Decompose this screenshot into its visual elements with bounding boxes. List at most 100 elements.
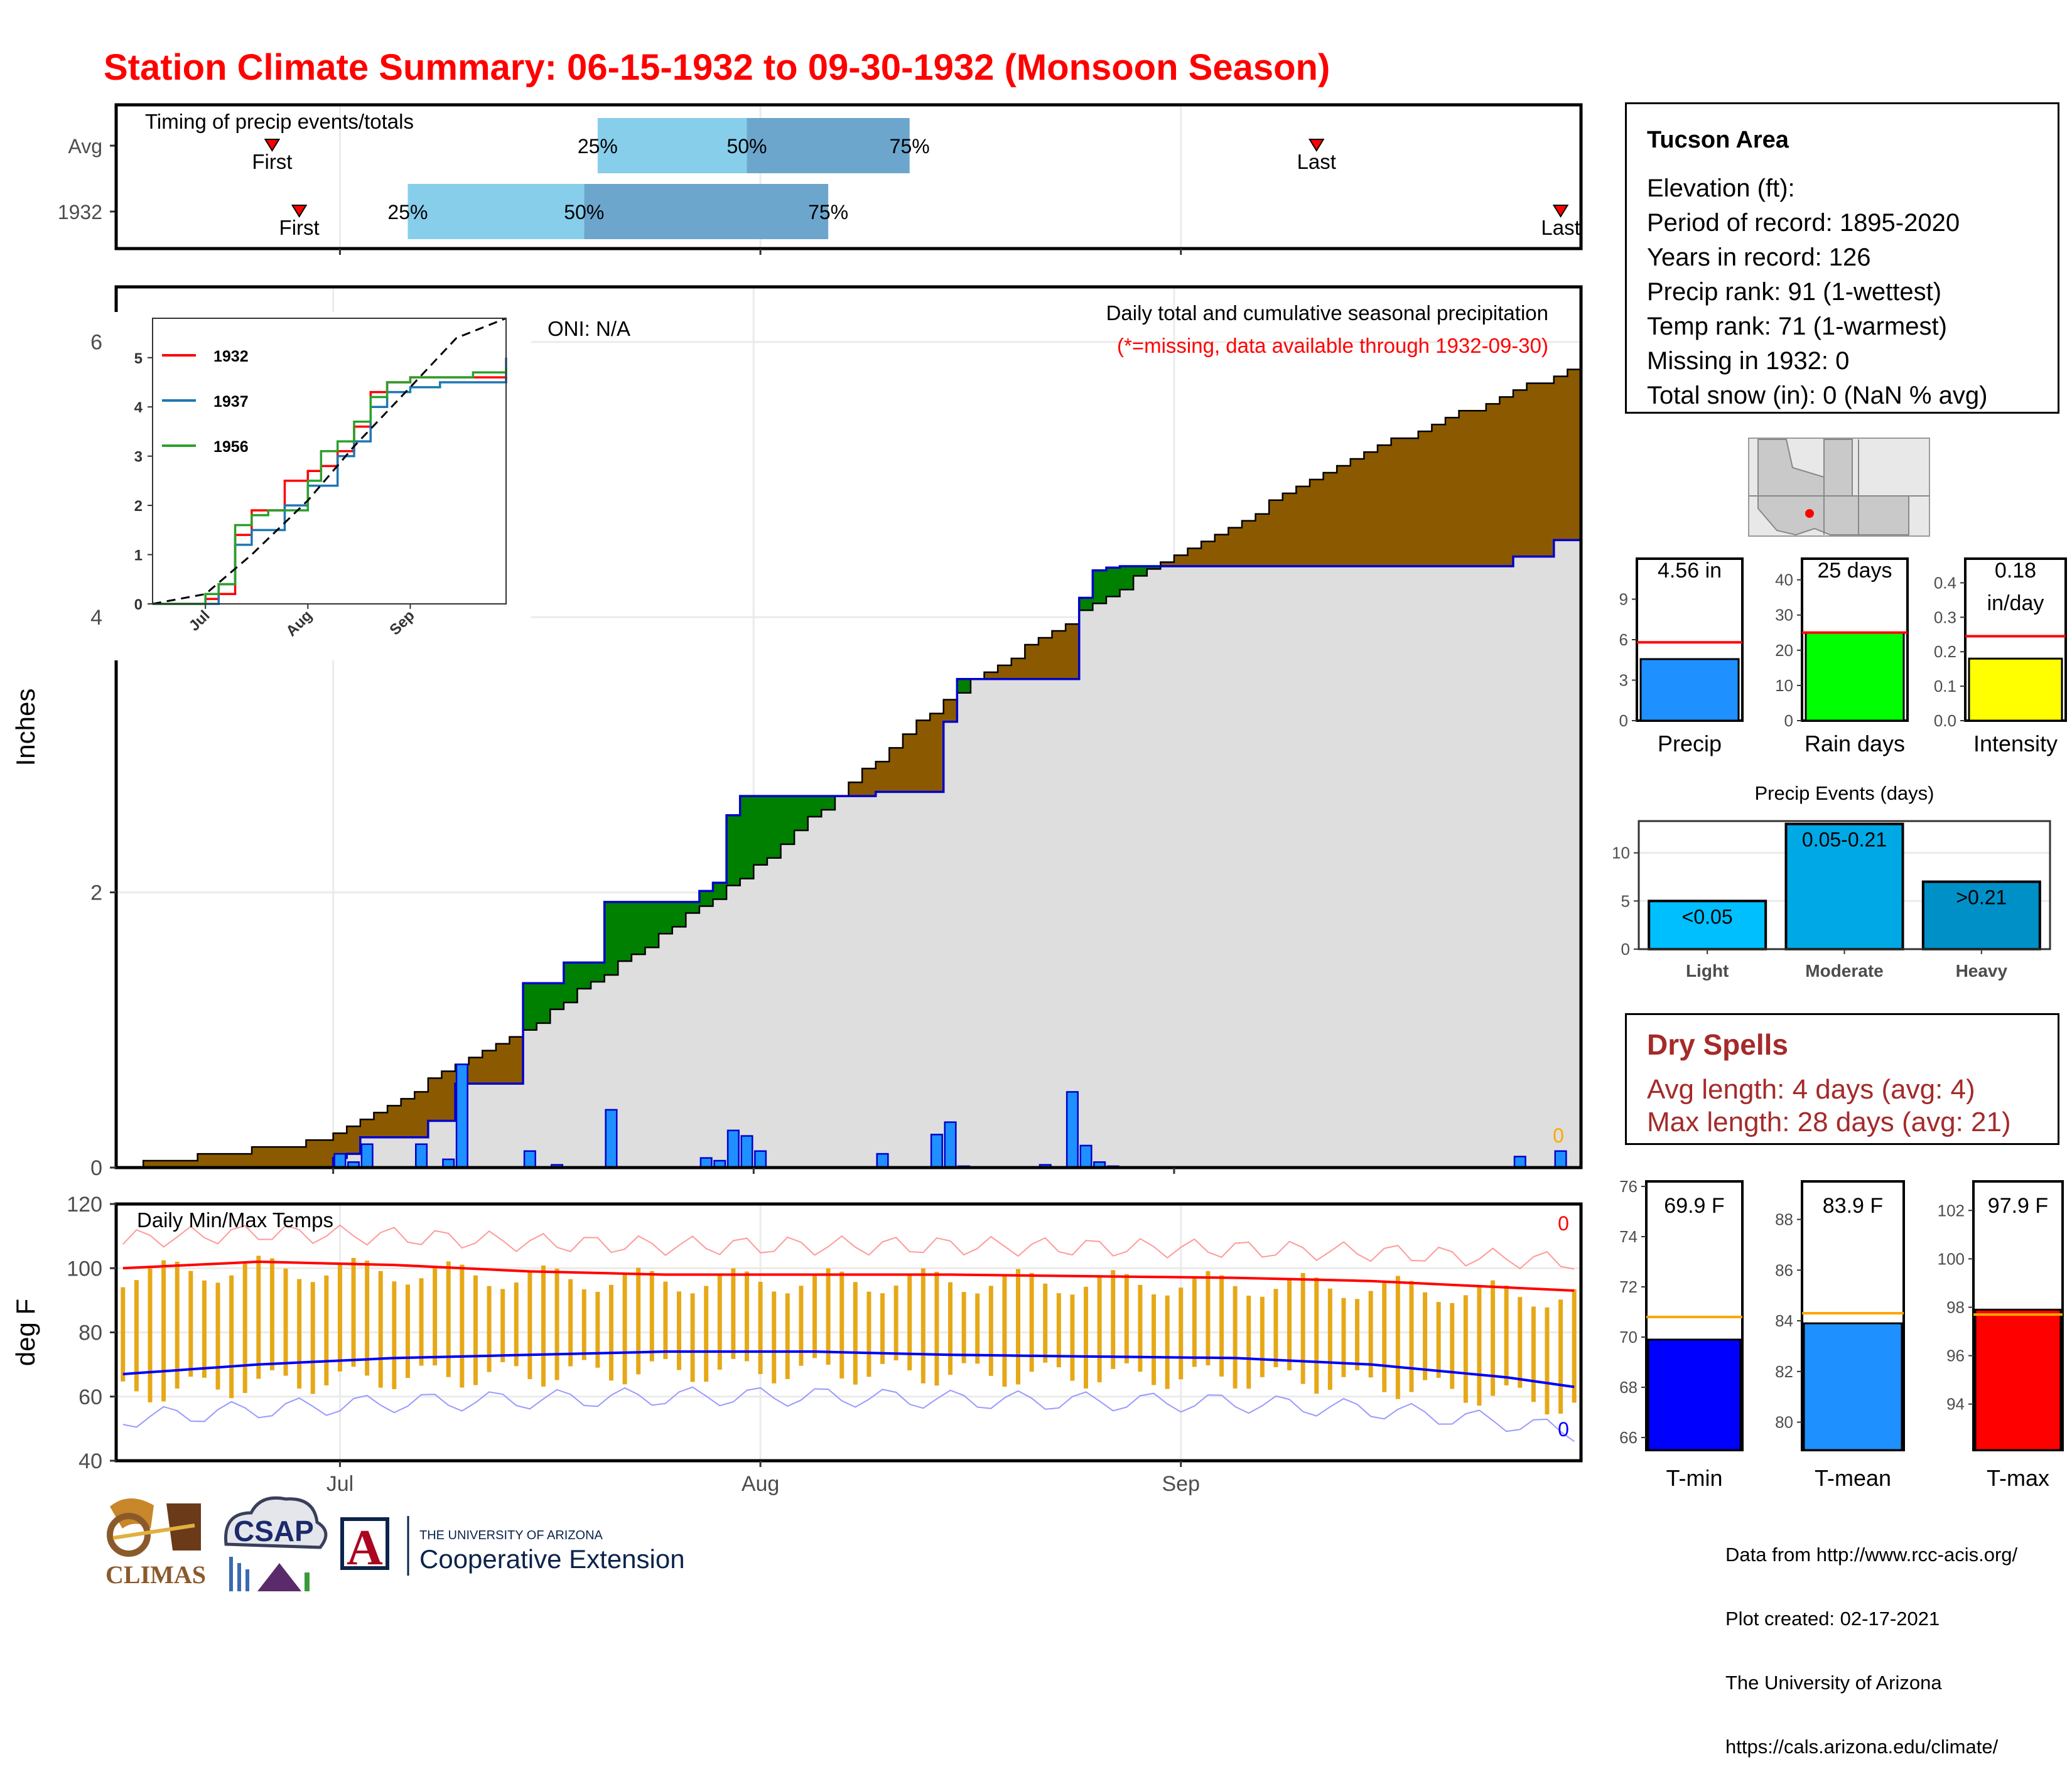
daily-temp-range-bar bbox=[1084, 1286, 1089, 1389]
avg-tmin-line bbox=[122, 1350, 1575, 1389]
daily-temp-range-bar bbox=[1300, 1272, 1305, 1384]
temp-y-tick-label: 80 bbox=[78, 1321, 102, 1345]
daily-temp-range-bar bbox=[1558, 1299, 1563, 1414]
daily-precip-bar bbox=[930, 1134, 943, 1169]
daily-temp-range-bar bbox=[1545, 1307, 1550, 1415]
above-average-fill bbox=[686, 901, 700, 913]
above-average-fill bbox=[807, 796, 822, 817]
last-event-label: Last bbox=[1297, 150, 1336, 173]
dry-spells-title: Dry Spells bbox=[1647, 1028, 1788, 1061]
below-average-fill bbox=[184, 1161, 198, 1168]
daily-precip-bar bbox=[455, 1063, 468, 1169]
first-event-marker bbox=[291, 205, 308, 218]
daily-temp-range-bar bbox=[1206, 1271, 1211, 1365]
summary-y-tick-label: 9 bbox=[1619, 590, 1628, 609]
events-bar-moderate bbox=[1784, 822, 1904, 951]
summary-y-tick-label: 20 bbox=[1775, 641, 1793, 660]
timing-panel: Timing of precip events/totals Avg 25% 50% 7… bbox=[58, 103, 1583, 255]
daily-temp-range-bar bbox=[731, 1268, 736, 1359]
below-average-fill bbox=[224, 1154, 239, 1168]
below-average-fill bbox=[1309, 479, 1324, 567]
climas-logo-text: CLIMAS bbox=[105, 1561, 206, 1589]
above-average-fill bbox=[631, 901, 646, 955]
tempbar-y-tick-label: 98 bbox=[1946, 1298, 1965, 1317]
daily-temp-range-bar bbox=[1219, 1275, 1224, 1377]
daily-temp-range-bar bbox=[1246, 1296, 1251, 1389]
summary-y-tick-label: 0.4 bbox=[1934, 573, 1956, 592]
below-average-fill bbox=[1486, 404, 1500, 567]
below-average-fill bbox=[401, 1099, 415, 1137]
events-category-label: Light bbox=[1686, 961, 1729, 981]
below-average-fill bbox=[1445, 417, 1460, 567]
inset-y-tick-label: 5 bbox=[134, 350, 143, 367]
climate-summary-canvas: Station Climate Summary: 06-15-1932 to 0… bbox=[11, 47, 2067, 1591]
below-average-fill bbox=[930, 713, 944, 792]
events-range-label: <0.05 bbox=[1682, 905, 1733, 928]
daily-temp-range-bar bbox=[1287, 1278, 1292, 1371]
timing-q75-label: 75% bbox=[890, 135, 930, 158]
below-average-fill bbox=[1269, 500, 1283, 567]
daily-temp-range-bar bbox=[1016, 1269, 1021, 1385]
summary-category-label: Precip bbox=[1658, 731, 1722, 756]
summary-y-tick-label: 0.2 bbox=[1934, 642, 1956, 661]
daily-temp-range-bar bbox=[866, 1291, 871, 1377]
precip-y-tick-label: 4 bbox=[90, 606, 102, 630]
tempbar-value-label: 83.9 F bbox=[1823, 1194, 1883, 1218]
station-info-box: Tucson Area Elevation (ft): Period of re… bbox=[1625, 102, 2059, 414]
daily-temp-range-bar bbox=[1138, 1284, 1143, 1372]
daily-precip-bar bbox=[876, 1153, 889, 1169]
inset-y-tick-label: 2 bbox=[134, 498, 143, 515]
daily-temp-range-bar bbox=[1531, 1306, 1536, 1402]
precip-y-tick-label: 0 bbox=[90, 1156, 102, 1180]
csap-logo-text: CSAP bbox=[234, 1515, 314, 1547]
location-map bbox=[1748, 438, 1930, 537]
tempbar-y-tick-label: 96 bbox=[1946, 1346, 1965, 1365]
daily-temp-range-bar bbox=[351, 1257, 356, 1367]
above-average-fill bbox=[726, 815, 741, 886]
summary-y-tick-label: 0.0 bbox=[1934, 711, 1956, 730]
first-event-label: First bbox=[252, 150, 292, 173]
daily-temp-range-bar bbox=[1056, 1293, 1061, 1368]
above-average-fill bbox=[618, 901, 632, 962]
ua-name-text: THE UNIVERSITY OF ARIZONA bbox=[419, 1529, 603, 1542]
events-category-label: Moderate bbox=[1805, 961, 1883, 981]
above-average-fill bbox=[957, 679, 971, 693]
below-average-fill bbox=[156, 1161, 171, 1168]
events-range-label: >0.21 bbox=[1956, 886, 2007, 909]
below-average-fill bbox=[292, 1147, 307, 1168]
below-average-fill bbox=[441, 1071, 456, 1121]
daily-temp-range-bar bbox=[554, 1268, 559, 1380]
daily-temp-range-bar bbox=[283, 1268, 288, 1376]
temp-y-tick-label: 100 bbox=[67, 1257, 102, 1281]
month-tick-label: Jul bbox=[326, 1472, 353, 1496]
daily-temp-range-bar bbox=[256, 1255, 261, 1379]
daily-temp-range-bar bbox=[1260, 1296, 1265, 1377]
daily-temp-range-bar bbox=[717, 1274, 722, 1370]
daily-temp-range-bar bbox=[1450, 1303, 1455, 1389]
tempbar-y-tick-label: 72 bbox=[1619, 1277, 1638, 1296]
tempbar-category-label: T-min bbox=[1666, 1465, 1723, 1491]
below-average-fill bbox=[482, 1050, 497, 1084]
daily-temp-range-bar bbox=[1029, 1272, 1034, 1372]
daily-temp-range-bar bbox=[907, 1274, 912, 1371]
below-average-fill bbox=[984, 672, 998, 679]
above-average-fill bbox=[821, 796, 836, 810]
timing-bar-25-50 bbox=[407, 184, 585, 239]
daily-temp-range-bar bbox=[608, 1284, 613, 1381]
daily-temp-range-bar bbox=[649, 1271, 654, 1362]
inset-legend-label: 1932 bbox=[213, 348, 249, 365]
missing-count-label: 0 bbox=[1553, 1124, 1564, 1147]
daily-temp-range-bar bbox=[799, 1286, 804, 1366]
daily-temp-range-bar bbox=[1111, 1270, 1116, 1369]
tempbar-y-tick-label: 70 bbox=[1619, 1328, 1638, 1346]
temp-panel: Daily Min/Max Temps 0 0 40 60 80 100 120 Jul Aug S… bbox=[11, 1193, 1583, 1496]
daily-precip-bar bbox=[1066, 1091, 1079, 1169]
climas-logo: CLIMAS bbox=[105, 1498, 206, 1589]
daily-temp-range-bar bbox=[297, 1279, 302, 1389]
below-average-fill bbox=[1567, 369, 1582, 540]
summary-bar bbox=[1968, 657, 2063, 722]
observed-base-area bbox=[116, 540, 1581, 1168]
daily-temp-range-bar bbox=[1491, 1280, 1496, 1396]
below-average-fill bbox=[1513, 390, 1528, 557]
precip-y-axis-label: Inches bbox=[11, 689, 40, 766]
